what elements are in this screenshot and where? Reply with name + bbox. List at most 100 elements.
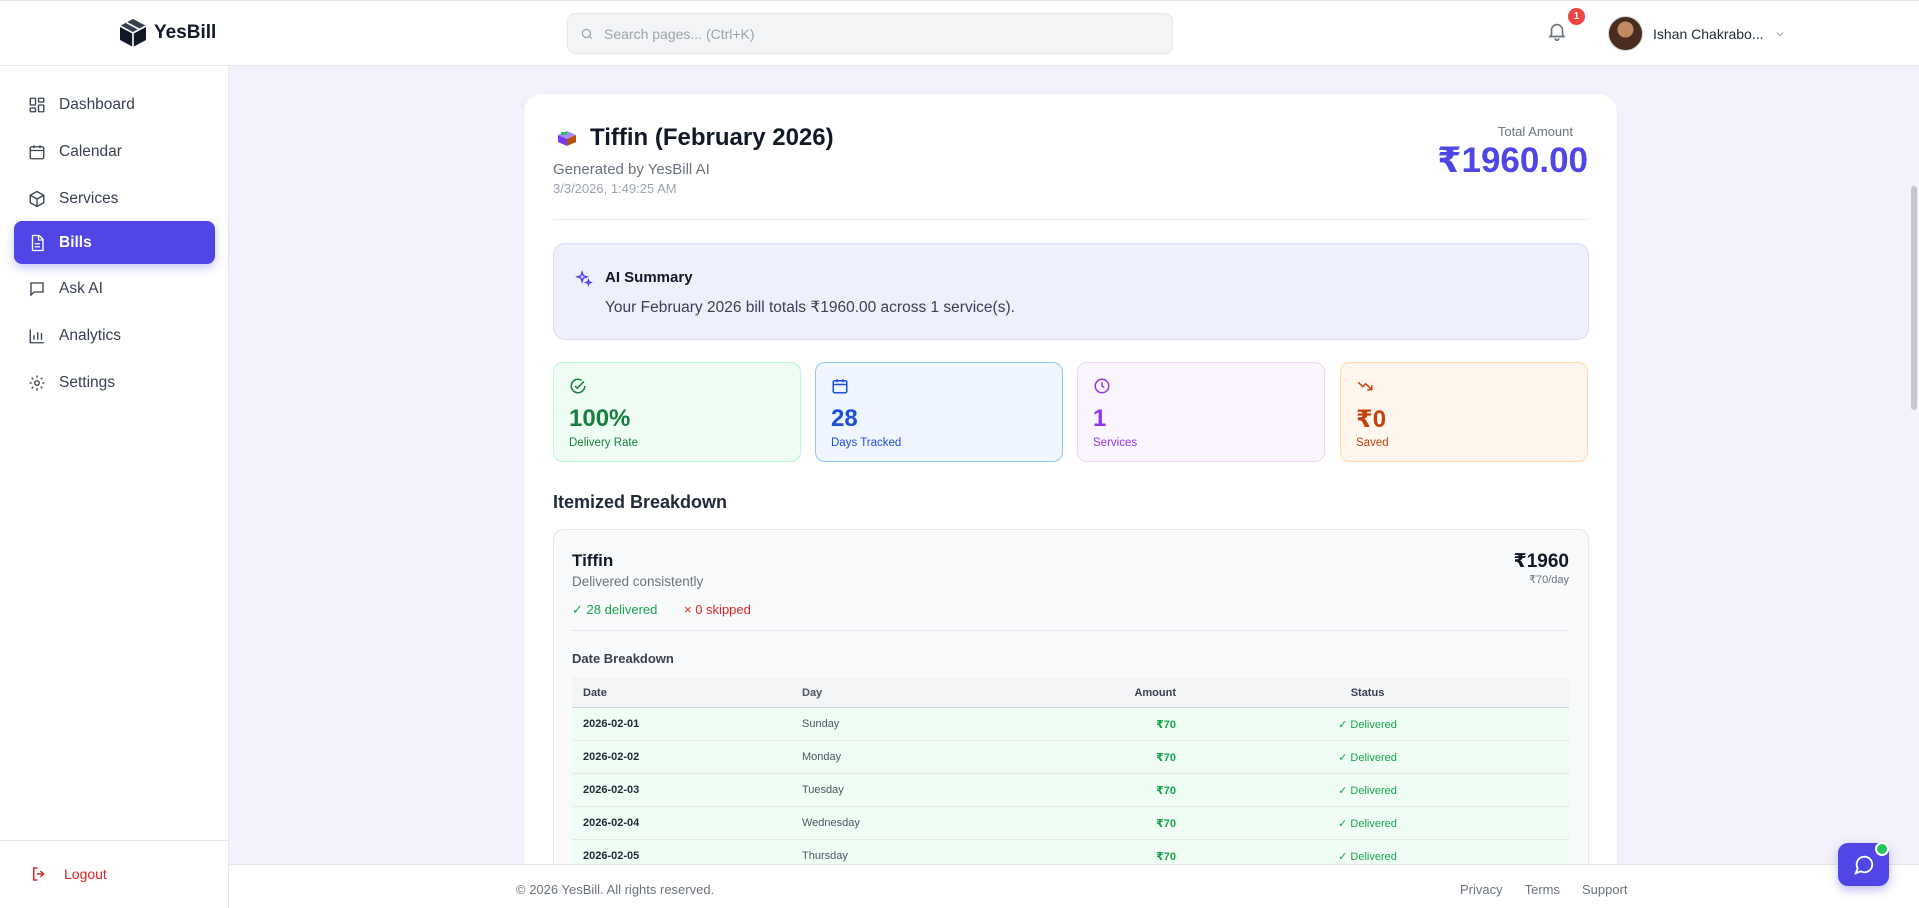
stat-value: 1	[1093, 405, 1107, 432]
footer-link-support[interactable]: Support	[1582, 882, 1628, 897]
sidebar-item-label: Dashboard	[59, 95, 135, 113]
sidebar-item-settings[interactable]: Settings	[14, 361, 215, 404]
brand[interactable]: YesBill	[118, 17, 216, 49]
ai-summary-panel: AI Summary Your February 2026 bill total…	[553, 243, 1589, 340]
date-breakdown-title: Date Breakdown	[572, 651, 674, 666]
top-header: YesBill Search pages... (Ctrl+K) 1 Ishan…	[0, 0, 1919, 66]
ai-summary-title: AI Summary	[605, 269, 693, 286]
trending-down-icon	[1357, 381, 1373, 391]
user-menu[interactable]: Ishan Chakrabo...	[1608, 16, 1786, 51]
x-icon: ×	[684, 602, 692, 617]
sidebar-item-bills[interactable]: Bills	[14, 221, 215, 264]
cell-day: Sunday	[802, 718, 840, 730]
table-row: 2026-02-02 Monday ₹70 ✓ Delivered	[572, 741, 1569, 774]
search-icon	[581, 28, 593, 39]
gear-icon	[29, 375, 45, 390]
cell-amount: ₹70	[1156, 817, 1176, 830]
cell-amount: ₹70	[1156, 718, 1176, 731]
cell-day: Tuesday	[802, 784, 844, 796]
stat-label: Delivery Rate	[569, 437, 639, 449]
check-icon: ✓	[1338, 784, 1351, 797]
column-header-amount: Amount	[1134, 686, 1176, 699]
ai-summary-text: Your February 2026 bill totals ₹1960.00 …	[605, 299, 1015, 316]
stat-label: Saved	[1356, 437, 1389, 449]
clock-icon	[1094, 378, 1110, 394]
search-input[interactable]: Search pages... (Ctrl+K)	[567, 13, 1173, 54]
stat-services: 1 Services	[1077, 362, 1325, 462]
cell-status: ✓ Delivered	[1176, 784, 1569, 797]
column-header-day: Day	[802, 686, 823, 699]
sparkles-icon	[575, 269, 593, 287]
bill-header: Tiffin (February 2026)	[556, 124, 834, 152]
total-amount-label: Total Amount	[1497, 124, 1573, 139]
logout-label: Logout	[64, 866, 107, 882]
package-icon	[558, 131, 576, 146]
online-status-dot	[1875, 842, 1889, 856]
delivered-count-label: 28 delivered	[586, 602, 658, 617]
sidebar-item-label: Calendar	[59, 142, 122, 160]
table-row: 2026-02-04 Wednesday ₹70 ✓ Delivered	[572, 807, 1569, 840]
page-title: Tiffin (February 2026)	[590, 124, 834, 151]
cell-status: ✓ Delivered	[1176, 817, 1569, 830]
message-circle-icon	[1853, 855, 1873, 875]
service-item: Tiffin Delivered consistently ₹1960 ₹70/…	[553, 529, 1589, 908]
date-breakdown-table: Date Day Amount Status 2026-02-01 Sunday…	[572, 678, 1569, 873]
cell-date: 2026-02-03	[583, 784, 640, 796]
stat-saved: ₹0 Saved	[1340, 362, 1588, 462]
search-placeholder: Search pages... (Ctrl+K)	[604, 25, 755, 42]
stat-value: ₹0	[1356, 406, 1387, 433]
sidebar-item-services[interactable]: Services	[14, 177, 215, 220]
bill-timestamp: 3/3/2026, 1:49:25 AM	[553, 181, 677, 196]
cell-date: 2026-02-05	[583, 850, 640, 862]
cube-logo-icon	[119, 19, 147, 47]
cell-day: Thursday	[802, 850, 848, 862]
service-name: Tiffin	[572, 551, 614, 570]
cell-status: ✓ Delivered	[1176, 718, 1569, 731]
service-description: Delivered consistently	[572, 574, 704, 589]
table-row: 2026-02-01 Sunday ₹70 ✓ Delivered	[572, 708, 1569, 741]
status-label: Delivered	[1350, 751, 1397, 764]
cell-status: ✓ Delivered	[1176, 850, 1569, 863]
copyright: © 2026 YesBill. All rights reserved.	[516, 882, 715, 897]
sidebar-item-calendar[interactable]: Calendar	[14, 130, 215, 173]
stat-delivery-rate: 100% Delivery Rate	[553, 362, 801, 462]
check-icon: ✓	[1338, 718, 1351, 731]
box-icon	[29, 190, 45, 207]
sidebar: Dashboard Calendar Services Bills Ask AI…	[0, 66, 229, 908]
sidebar-item-label: Analytics	[59, 326, 122, 344]
stat-days-tracked: 28 Days Tracked	[815, 362, 1063, 462]
scrollbar[interactable]	[1911, 186, 1917, 410]
cell-date: 2026-02-04	[583, 817, 640, 829]
cell-amount: ₹70	[1156, 850, 1176, 863]
logout-button[interactable]: Logout	[30, 865, 107, 883]
sidebar-footer: Logout	[0, 840, 229, 908]
sidebar-item-ask-ai[interactable]: Ask AI	[14, 267, 215, 310]
cell-status: ✓ Delivered	[1176, 751, 1569, 764]
bell-icon[interactable]	[1546, 20, 1568, 42]
sidebar-item-analytics[interactable]: Analytics	[14, 314, 215, 357]
total-amount-value: ₹1960.00	[1437, 141, 1588, 180]
chat-icon	[30, 281, 44, 297]
page-footer: © 2026 YesBill. All rights reserved. Pri…	[229, 864, 1919, 908]
stat-value: 100%	[569, 405, 631, 432]
footer-link-privacy[interactable]: Privacy	[1460, 882, 1503, 897]
delivered-count: ✓ 28 delivered	[572, 602, 657, 618]
check-icon: ✓	[1338, 817, 1351, 830]
check-icon: ✓	[572, 602, 583, 617]
sidebar-item-dashboard[interactable]: Dashboard	[14, 83, 215, 126]
table-row: 2026-02-03 Tuesday ₹70 ✓ Delivered	[572, 774, 1569, 807]
check-icon: ✓	[1338, 850, 1351, 863]
logout-icon	[33, 867, 45, 881]
sidebar-item-label: Bills	[59, 233, 92, 251]
cell-day: Wednesday	[802, 817, 860, 829]
file-icon	[31, 234, 44, 251]
bar-chart-icon	[29, 328, 44, 343]
column-header-status: Status	[1350, 686, 1385, 699]
divider	[553, 219, 1589, 220]
check-icon: ✓	[1338, 751, 1351, 764]
bill-card: Tiffin (February 2026) Generated by YesB…	[524, 94, 1617, 908]
chevron-down-icon	[1776, 31, 1783, 36]
brand-name: YesBill	[154, 22, 217, 43]
footer-link-terms[interactable]: Terms	[1524, 882, 1561, 897]
generated-by: Generated by YesBill AI	[553, 161, 710, 178]
